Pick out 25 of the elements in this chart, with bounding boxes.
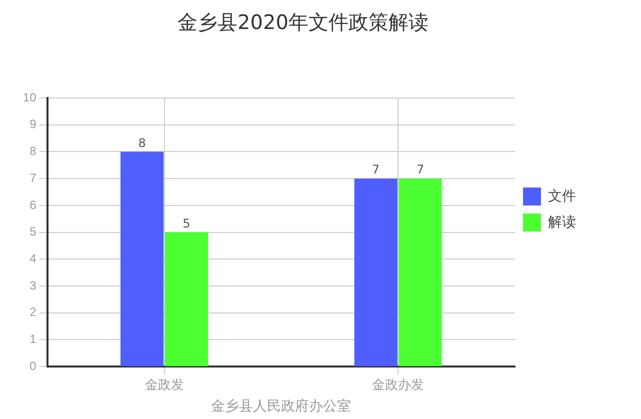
bar [354,178,398,366]
bar [398,178,442,366]
y-tick-label: 4 [30,251,37,266]
chart-title: 金乡县2020年文件政策解读 [178,10,428,34]
legend-label: 文件 [548,187,576,204]
y-tick-label: 8 [30,144,37,158]
legend-label: 解读 [548,213,576,230]
y-tick-label: 7 [30,170,37,185]
x-axis-title: 金乡县人民政府办公室 [211,397,352,414]
y-tick-label: 3 [30,278,37,292]
data-label: 7 [372,162,380,177]
y-tick-label: 5 [30,224,37,239]
x-tick-label: 金政办发 [372,376,424,392]
data-label: 8 [138,136,146,150]
x-tick-label: 金政发 [144,376,184,392]
bar [164,232,208,366]
data-label: 7 [416,162,424,177]
y-tick-label: 1 [30,332,37,346]
bar [120,152,164,366]
y-tick-label: 2 [30,305,37,320]
y-tick-label: 9 [30,117,37,132]
data-label: 5 [182,216,190,230]
y-tick-label: 6 [30,198,37,212]
y-tick-label: 0 [30,358,37,373]
y-tick-label: 10 [22,90,37,104]
